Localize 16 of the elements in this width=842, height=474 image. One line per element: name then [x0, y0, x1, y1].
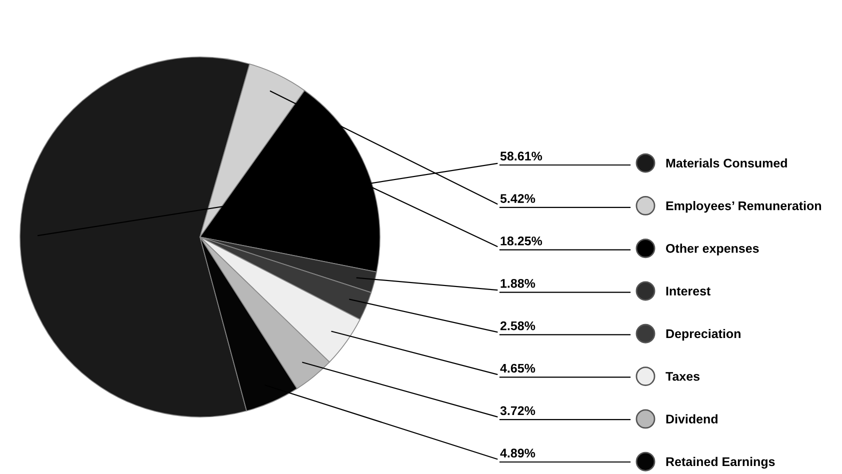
data-label: 4.65% — [500, 364, 536, 373]
legend-label: Materials Consumed — [666, 158, 787, 168]
data-label: 18.25% — [500, 236, 542, 246]
legend-label: Retained Earnings — [666, 456, 775, 469]
legend-label: Other expenses — [666, 244, 759, 256]
data-label: 1.88% — [500, 278, 536, 288]
data-label: 5.42% — [500, 194, 536, 203]
data-label: 58.61% — [500, 152, 542, 161]
legend-label: Employees’ Remuneration — [666, 201, 822, 213]
data-label: 2.58% — [500, 321, 536, 330]
data-label: 4.89% — [500, 448, 536, 458]
legend-label: Dividend — [666, 414, 718, 424]
legend-label: Depreciation — [666, 328, 740, 341]
data-label: 3.72% — [500, 406, 536, 416]
legend-label: Interest — [666, 286, 710, 296]
legend-label: Taxes — [666, 372, 700, 381]
